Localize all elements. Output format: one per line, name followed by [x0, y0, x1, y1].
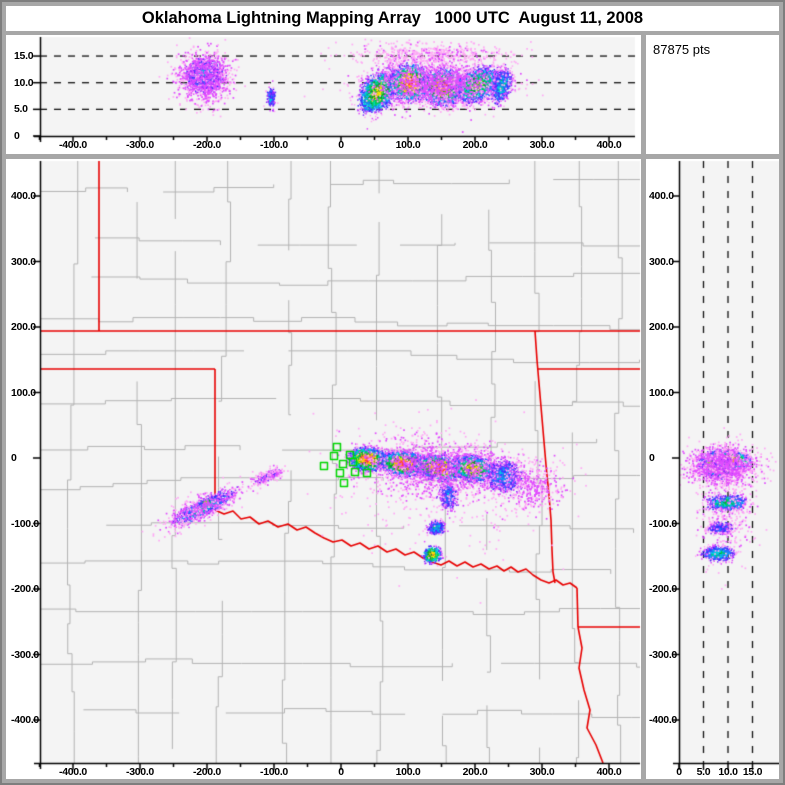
- x-tick-label: 0: [338, 139, 344, 151]
- x-tick-label: -200.0: [193, 139, 221, 151]
- y-tick-label: 100.0: [11, 386, 36, 399]
- y-tick-label: -300.0: [649, 648, 677, 661]
- x-tick-label: -400.0: [59, 766, 87, 778]
- alt-tick-label: 0: [14, 130, 20, 142]
- y-tick-label: -400.0: [649, 714, 677, 726]
- x-tick-label: 300.0: [529, 766, 555, 778]
- x-tick-label: -100.0: [260, 766, 288, 778]
- alt-tick-label: 15.0: [742, 766, 763, 778]
- y-tick-label: 400.0: [11, 190, 36, 202]
- y-tick-label: 400.0: [649, 190, 674, 202]
- panel-point-count: 87875 pts: [646, 35, 779, 154]
- x-tick-label: -100.0: [260, 139, 288, 151]
- x-tick-label: 0: [338, 766, 344, 778]
- y-tick-label: -200.0: [11, 583, 39, 595]
- y-tick-label: 0: [649, 452, 655, 464]
- y-tick-label: -200.0: [649, 583, 677, 595]
- x-tick-label: 200.0: [462, 139, 488, 151]
- x-tick-label: -400.0: [59, 139, 87, 151]
- y-tick-label: 0: [11, 452, 17, 464]
- x-tick-label: 100.0: [395, 139, 421, 151]
- x-tick-label: 400.0: [596, 139, 622, 151]
- altitude-ew-plot-canvas[interactable]: [6, 35, 641, 154]
- y-tick-label: 200.0: [11, 321, 36, 333]
- alt-tick-label: 10.0: [718, 766, 738, 778]
- title-bar: Oklahoma Lightning Mapping Array 1000 UT…: [6, 6, 779, 31]
- y-tick-label: 100.0: [649, 386, 674, 399]
- alt-tick-label: 15.0: [14, 50, 34, 63]
- x-tick-label: 300.0: [529, 139, 555, 151]
- y-tick-label: -100.0: [649, 517, 677, 530]
- panel-altitude-vs-east-west: 15.0 10.0 5.0 0 -400.0 -300.0 -200.0 -100.0 0 100…: [6, 35, 641, 154]
- x-tick-label: -300.0: [126, 139, 154, 151]
- y-tick-label: 300.0: [11, 255, 36, 268]
- window-title: Oklahoma Lightning Mapping Array 1000 UT…: [141, 9, 644, 27]
- y-tick-label: -400.0: [11, 714, 39, 726]
- panel-plan-view-map: 400.0 300.0 200.0 100.0 0 -100.0 -200.0 -300.0 -…: [6, 159, 641, 779]
- y-tick-label: 300.0: [649, 255, 674, 268]
- alt-tick-label: 5.0: [14, 103, 28, 116]
- x-tick-label: -200.0: [193, 766, 221, 778]
- plan-view-map-canvas[interactable]: [6, 159, 641, 779]
- x-tick-label: 100.0: [395, 766, 421, 778]
- x-tick-label: -300.0: [126, 766, 154, 778]
- x-tick-label: 200.0: [462, 766, 488, 778]
- panel-altitude-vs-north-south: 400.0 300.0 200.0 100.0 0 -100.0 -200.0 -300.0 -…: [646, 159, 779, 779]
- y-tick-label: -100.0: [11, 517, 39, 530]
- y-tick-label: -300.0: [11, 648, 39, 661]
- x-tick-label: 400.0: [596, 766, 622, 778]
- point-count-label: 87875 pts: [653, 42, 711, 57]
- y-tick-label: 200.0: [649, 321, 674, 333]
- alt-tick-label: 10.0: [14, 76, 34, 89]
- alt-tick-label: 0: [676, 766, 682, 778]
- altitude-ns-plot-canvas[interactable]: [646, 159, 779, 779]
- alt-tick-label: 5.0: [696, 766, 711, 778]
